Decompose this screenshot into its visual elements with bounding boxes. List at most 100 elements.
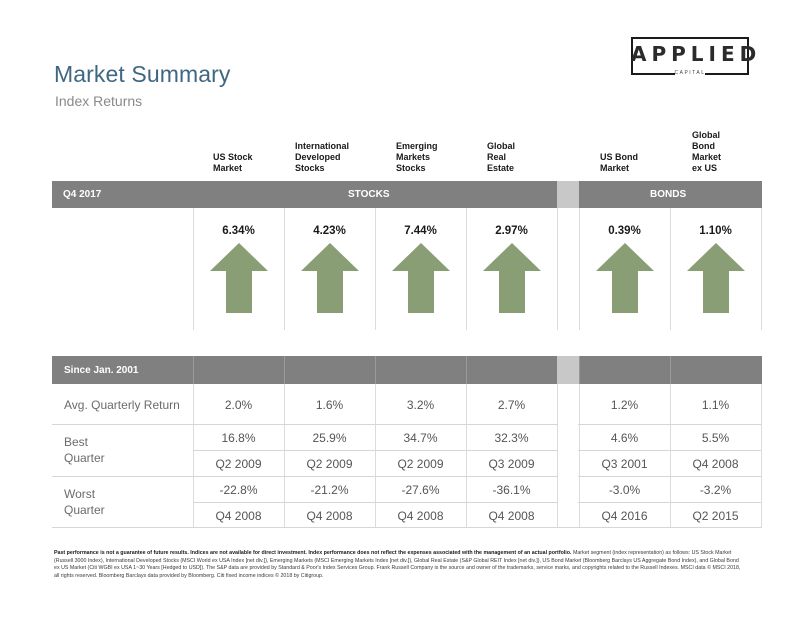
best-row-label: Best [64,435,89,449]
avg-return-cell: 3.2% [406,398,435,412]
column-header-line: US Stock [213,152,253,162]
stocks-band [52,181,557,208]
column-divider [557,208,558,330]
q4-return-value: 2.97% [495,225,528,237]
column-header-line: Markets [396,152,431,162]
avg-return-cell: 1.6% [315,398,344,412]
avg-return-cell: 1.1% [701,398,730,412]
table-rule [193,450,761,451]
worst-value-cell: -3.2% [699,483,732,497]
table-divider [670,384,671,528]
q4-return-value: 1.10% [699,225,732,237]
page-subtitle: Index Returns [55,93,143,109]
logo-subtext: CAPITAL [674,70,706,76]
q4-period-label: Q4 2017 [63,189,102,200]
table-divider [579,384,580,528]
column-divider [284,208,285,330]
column-divider [375,208,376,330]
best-row-label: Quarter [64,451,105,465]
logo-frame [631,37,749,73]
worst-quarter-cell: Q4 2008 [488,509,535,523]
up-arrow-icon [686,243,745,313]
best-quarter-cell: Q4 2008 [692,457,739,471]
column-header-line: Real [487,152,507,162]
avg-return-cell: 1.2% [610,398,639,412]
disclaimer-bold: Past performance is not a guarantee of f… [54,550,572,556]
up-arrow-icon [300,243,359,313]
column-header-line: Emerging [396,141,438,151]
q4-return-value: 7.44% [404,225,437,237]
up-arrow-icon [391,243,450,313]
worst-row-label: Worst [64,487,96,501]
table-divider [761,384,762,528]
worst-value-cell: -3.0% [608,483,641,497]
worst-row-label: Quarter [64,503,105,517]
column-header-line: Stocks [396,163,426,173]
column-header-line: Developed [295,152,341,162]
stocks-label: STOCKS [348,189,390,200]
avg-return-cell: 2.7% [497,398,526,412]
column-header-line: International [295,141,350,151]
disclaimer: Past performance is not a guarantee of f… [54,550,744,580]
best-value-cell: 16.8% [221,431,256,445]
disclaimer-text: Market segment (index representation) as… [54,550,741,579]
column-header-line: Market [600,163,630,173]
worst-quarter-cell: Q4 2008 [306,509,353,523]
best-value-cell: 5.5% [701,431,730,445]
column-header-line: Estate [487,163,515,173]
logo-rule-right [705,73,749,75]
column-header-line: Market [213,163,243,173]
worst-value-cell: -36.1% [492,483,531,497]
logo-rule-left [631,73,675,75]
table-divider [375,384,376,528]
page-title: Market Summary [54,61,231,87]
column-header-line: Stocks [295,163,325,173]
best-quarter-cell: Q3 2001 [601,457,648,471]
band-divider [466,356,467,384]
q4-return-value: 4.23% [313,225,346,237]
q4-return-value: 0.39% [608,225,641,237]
table-gap [558,384,578,527]
column-divider [579,208,580,330]
column-divider [466,208,467,330]
column-divider [670,208,671,330]
column-divider [761,208,762,330]
band-gap [557,181,579,208]
best-value-cell: 4.6% [610,431,639,445]
logo-wordmark: APPLIED [631,42,762,66]
best-value-cell: 32.3% [494,431,529,445]
worst-quarter-cell: Q4 2008 [397,509,444,523]
worst-quarter-cell: Q2 2015 [692,509,739,523]
up-arrow-icon [595,243,654,313]
band-divider [579,356,580,384]
table-divider [284,384,285,528]
since-band [52,356,762,384]
table-rule [52,527,762,528]
table-rule [193,502,761,503]
table-divider [557,384,558,528]
best-quarter-cell: Q3 2009 [488,457,535,471]
best-quarter-cell: Q2 2009 [215,457,262,471]
column-header-line: Bond [692,141,715,151]
bonds-label: BONDS [650,189,687,200]
since-band-gap [557,356,579,384]
avg-return-cell: 2.0% [224,398,253,412]
worst-quarter-cell: Q4 2016 [601,509,648,523]
column-header-line: US Bond [600,152,638,162]
best-quarter-cell: Q2 2009 [397,457,444,471]
worst-value-cell: -22.8% [219,483,258,497]
bonds-band [579,181,762,208]
band-divider [375,356,376,384]
up-arrow-icon [209,243,268,313]
column-header-line: Global [487,141,516,151]
best-value-cell: 25.9% [312,431,347,445]
column-header-line: Global [692,130,721,140]
table-rule [52,476,762,477]
company-logo: APPLIED CAPITAL [631,37,762,79]
band-divider [284,356,285,384]
band-divider [193,356,194,384]
worst-value-cell: -27.6% [401,483,440,497]
worst-quarter-cell: Q4 2008 [215,509,262,523]
table-divider [466,384,467,528]
best-value-cell: 34.7% [403,431,438,445]
